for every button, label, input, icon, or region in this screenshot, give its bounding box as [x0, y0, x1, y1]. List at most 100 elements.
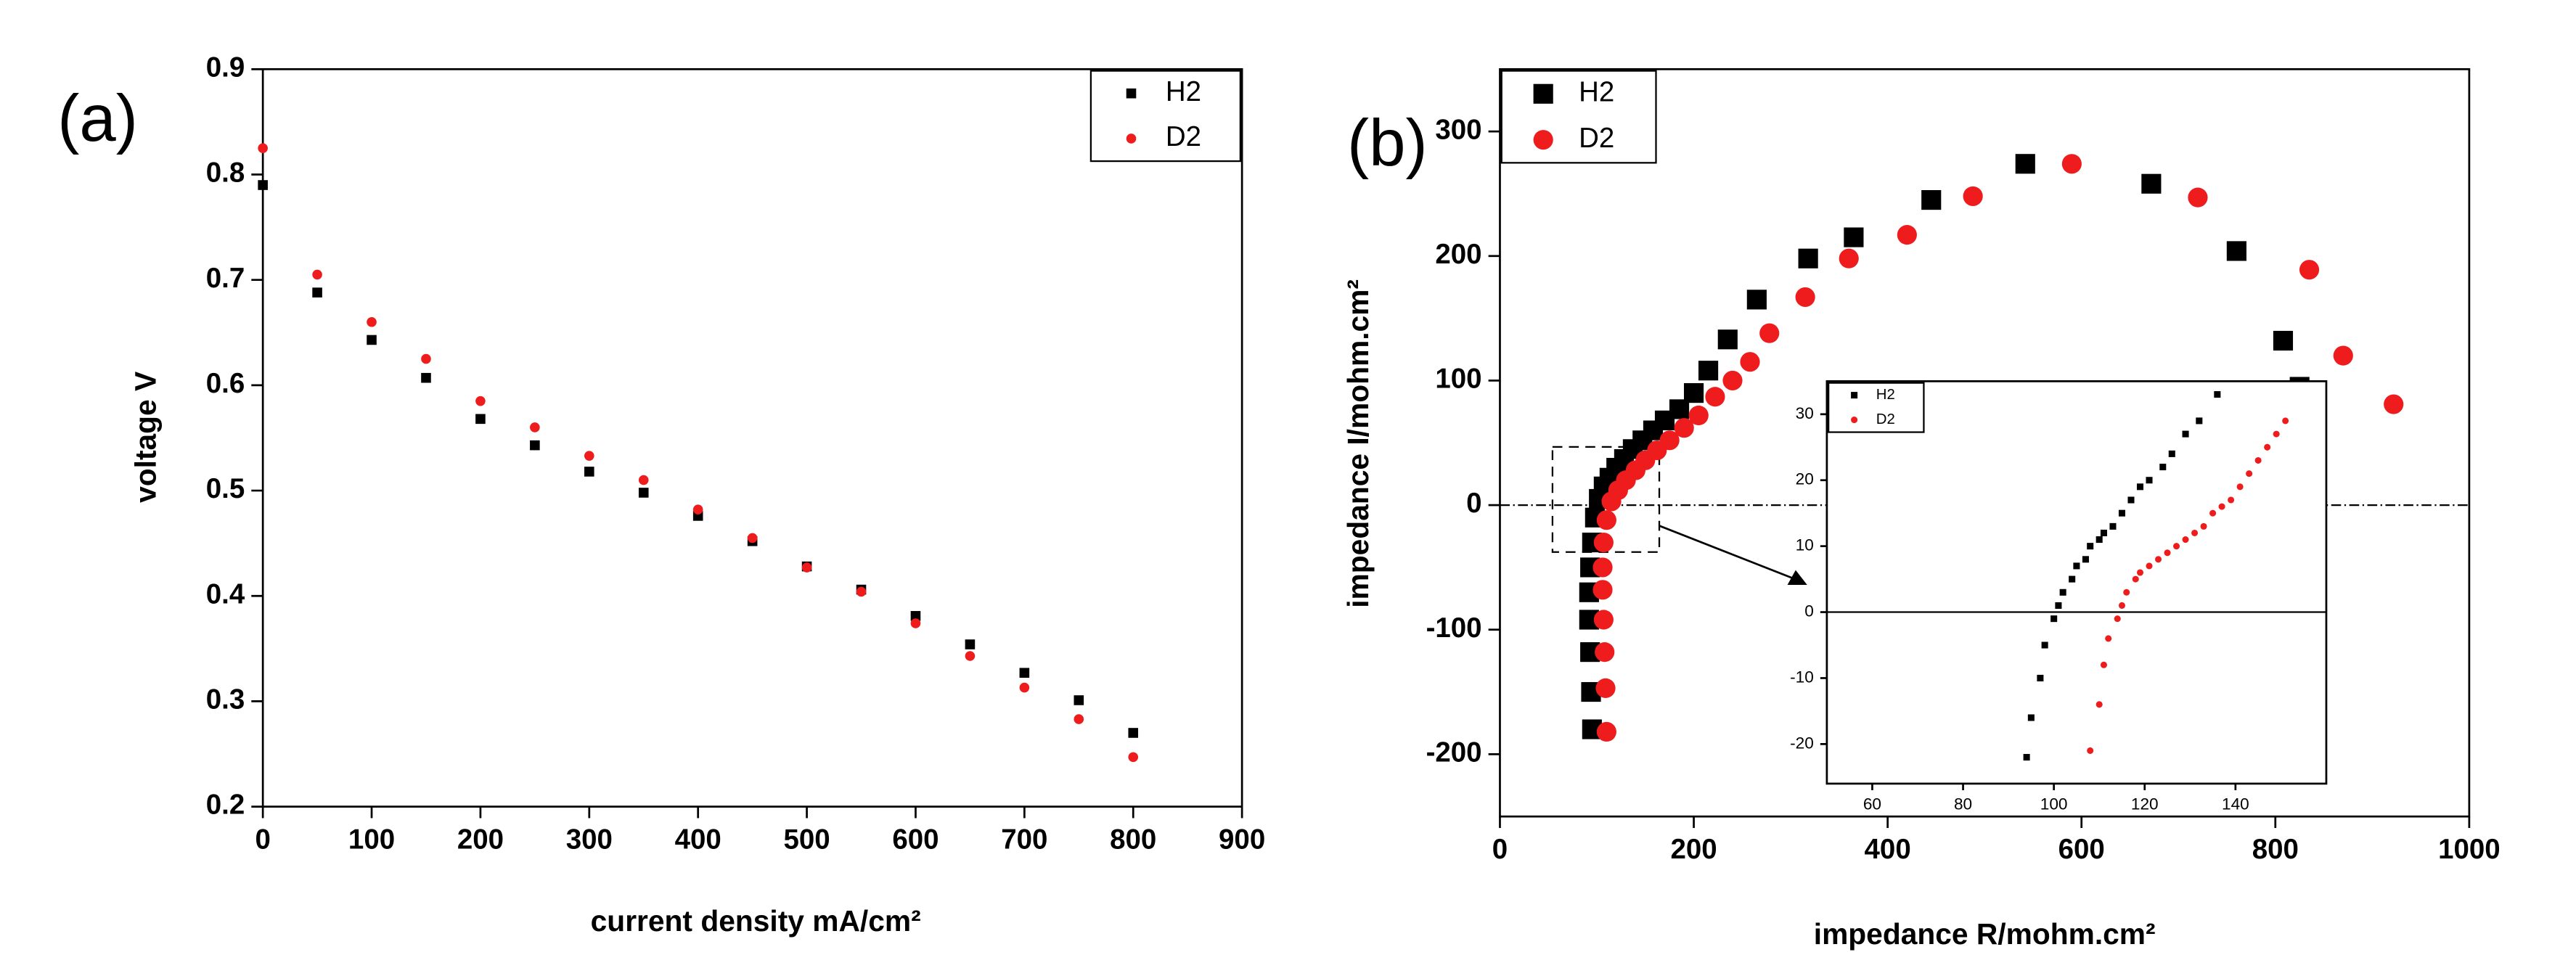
point	[2384, 394, 2404, 414]
point	[2200, 522, 2207, 530]
point	[2196, 417, 2203, 425]
legend-marker	[1126, 88, 1137, 99]
point	[2146, 562, 2153, 570]
point	[2188, 187, 2208, 208]
x-tick-label: 100	[2040, 795, 2068, 813]
point	[2228, 496, 2235, 504]
point	[1717, 329, 1738, 350]
point	[2273, 330, 2294, 351]
point	[2118, 509, 2126, 517]
point	[638, 488, 649, 498]
point	[475, 395, 486, 406]
point	[801, 562, 812, 573]
point	[312, 287, 322, 298]
point	[1698, 361, 1719, 381]
x-tick-label: 400	[1865, 834, 1911, 865]
point	[2061, 154, 2082, 174]
point	[638, 475, 649, 485]
zoom-arrow	[1659, 525, 1798, 581]
point	[584, 467, 594, 477]
point	[1074, 695, 1084, 705]
point	[910, 611, 921, 621]
x-tick-label: 800	[2252, 834, 2299, 865]
y-tick-label: 0.3	[206, 684, 245, 715]
legend-label: H2	[1579, 76, 1614, 107]
y-tick-label: 0.9	[206, 52, 245, 83]
x-tick-label: 800	[1110, 824, 1156, 855]
point	[2236, 483, 2244, 491]
y-tick-label: 0	[1466, 488, 1481, 519]
point	[1705, 387, 1725, 407]
x-tick-label: 400	[675, 824, 721, 855]
point	[1683, 383, 1704, 403]
point	[2105, 635, 2112, 642]
y-tick-label: 20	[1796, 470, 1814, 488]
point	[965, 639, 976, 649]
legend-box	[1828, 382, 1925, 433]
point	[2095, 701, 2103, 708]
x-tick-label: 120	[2131, 795, 2159, 813]
point	[2333, 345, 2353, 366]
point	[421, 372, 431, 383]
y-tick-label: -100	[1426, 612, 1482, 644]
point	[1593, 610, 1614, 630]
x-axis-label: current density mA/cm²	[591, 904, 921, 938]
point	[2226, 241, 2246, 261]
y-tick-label: 0.2	[206, 790, 245, 821]
point	[1595, 642, 1615, 663]
point	[2055, 602, 2062, 609]
point	[530, 440, 540, 451]
point	[1592, 580, 1613, 600]
point	[2168, 450, 2175, 457]
point	[1074, 714, 1084, 724]
point	[1596, 510, 1616, 530]
point	[1128, 752, 1139, 763]
point	[2191, 529, 2199, 536]
point	[1963, 186, 1983, 206]
point	[2087, 747, 2094, 754]
x-tick-label: 0	[1492, 834, 1508, 865]
point	[2114, 615, 2121, 623]
point	[2218, 503, 2225, 510]
x-tick-label: 140	[2222, 795, 2249, 813]
point	[2109, 522, 2117, 530]
y-tick-label: -20	[1790, 734, 1814, 752]
legend-label: D2	[1876, 411, 1895, 427]
point	[2037, 674, 2044, 681]
point	[2141, 173, 2162, 194]
point	[584, 451, 594, 461]
point	[1897, 225, 1917, 245]
y-tick-label: 300	[1435, 114, 1481, 145]
point	[2073, 562, 2080, 570]
point	[2127, 496, 2135, 504]
plot-frame	[1499, 67, 2471, 818]
plot-frame	[1825, 380, 2328, 785]
y-tick-label: -10	[1790, 668, 1814, 686]
point	[258, 180, 268, 190]
point	[2059, 589, 2066, 596]
point	[2254, 456, 2262, 464]
y-tick-label: 100	[1435, 364, 1481, 395]
point	[2082, 556, 2089, 563]
point	[1921, 189, 1942, 210]
point	[1844, 227, 1864, 247]
point	[1688, 405, 1709, 426]
point	[965, 651, 976, 661]
legend-marker	[1126, 134, 1137, 144]
y-tick-label: 10	[1796, 536, 1814, 554]
point	[1019, 682, 1030, 693]
point	[2282, 417, 2289, 425]
point	[2182, 536, 2189, 544]
point	[1596, 721, 1616, 742]
y-tick-label: 30	[1796, 404, 1814, 422]
point	[1722, 370, 1743, 391]
x-tick-label: 60	[1863, 795, 1881, 813]
x-tick-label: 200	[1670, 834, 1717, 865]
legend-marker	[1533, 83, 1553, 104]
x-tick-label: 700	[1001, 824, 1047, 855]
y-axis-label: impedance I/mohm.cm²	[1341, 279, 1375, 608]
point	[910, 618, 921, 628]
point	[2050, 615, 2058, 623]
point	[2246, 470, 2253, 477]
